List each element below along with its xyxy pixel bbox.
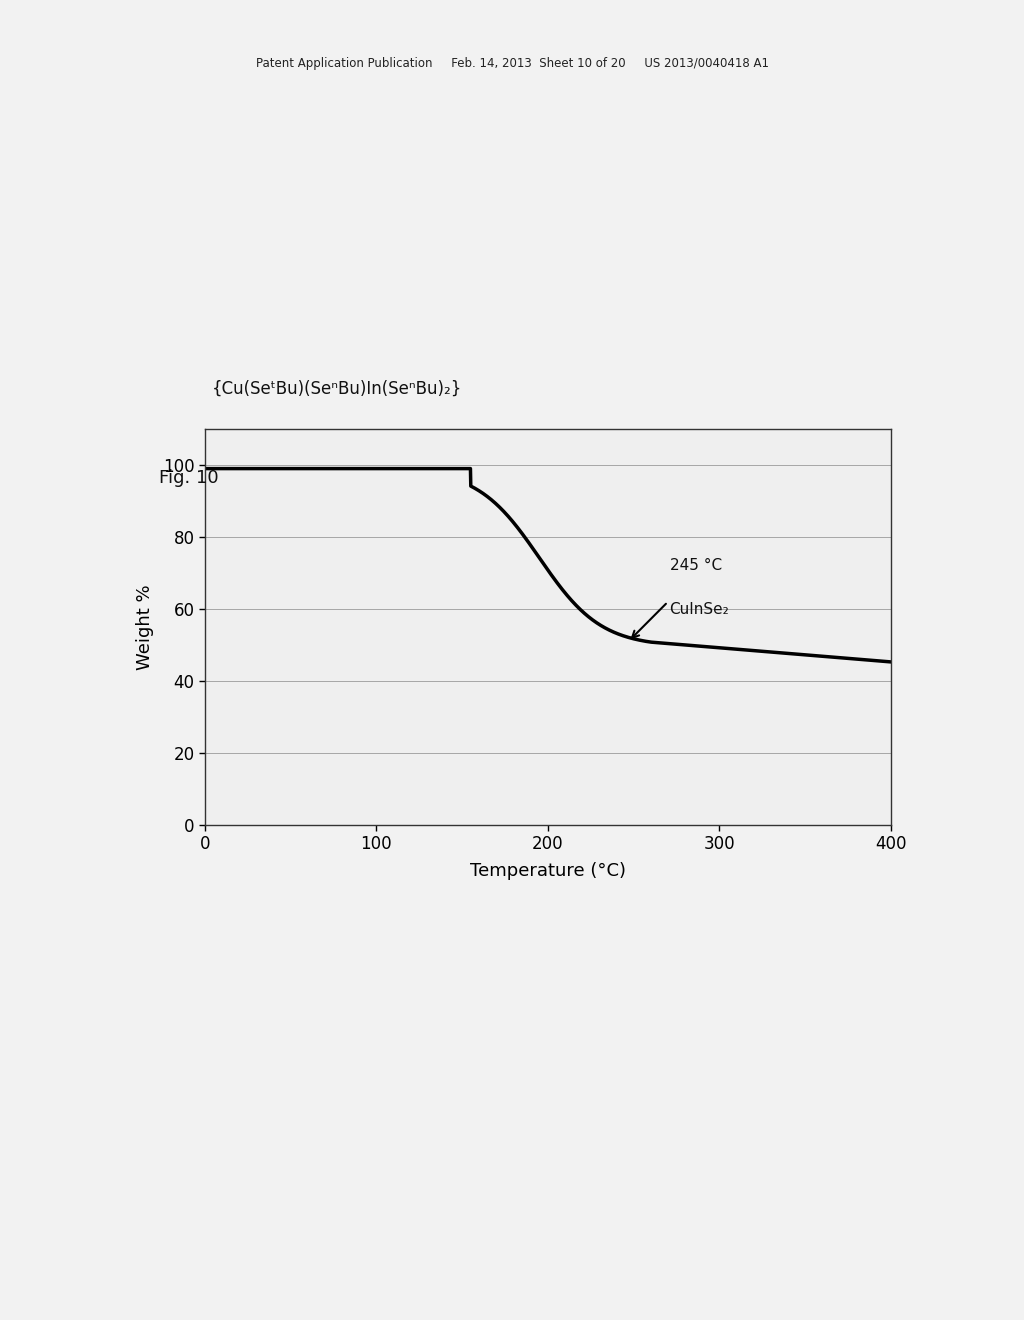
- Text: 245 °C: 245 °C: [670, 558, 722, 573]
- Text: {Cu(SeᵗBu)(SeⁿBu)In(SeⁿBu)₂}: {Cu(SeᵗBu)(SeⁿBu)In(SeⁿBu)₂}: [212, 379, 462, 397]
- Y-axis label: Weight %: Weight %: [136, 585, 155, 669]
- Text: Patent Application Publication     Feb. 14, 2013  Sheet 10 of 20     US 2013/004: Patent Application Publication Feb. 14, …: [256, 57, 768, 70]
- X-axis label: Temperature (°C): Temperature (°C): [470, 862, 626, 879]
- Text: Fig. 10: Fig. 10: [159, 469, 218, 487]
- Text: CuInSe₂: CuInSe₂: [670, 602, 729, 616]
